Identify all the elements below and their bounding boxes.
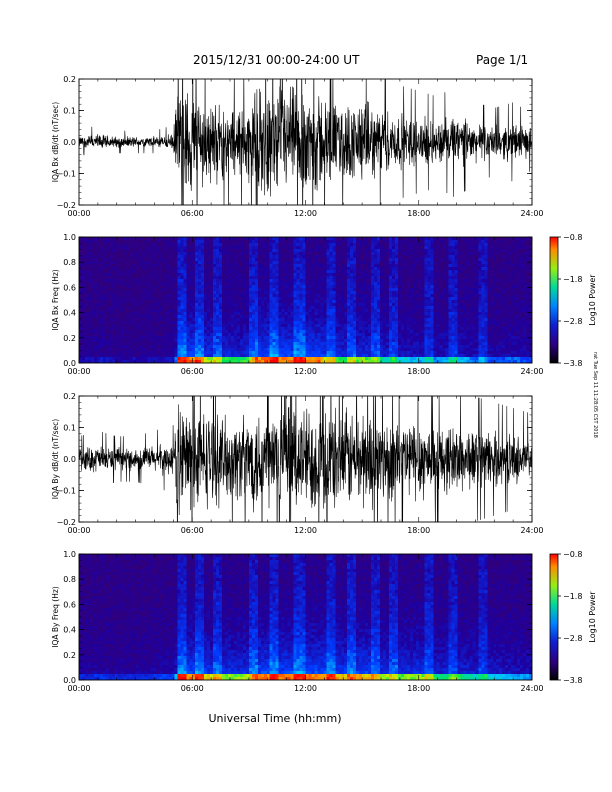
- panel2-ylabel: IQA Bx Freq (Hz): [51, 269, 60, 331]
- panel4-ylabel: IQA By Freq (Hz): [51, 586, 60, 648]
- panel4-ytick-label: 0.6: [63, 600, 76, 609]
- panel4-ytick-label: 0.4: [63, 626, 76, 635]
- panel1-ytick-label: 0.0: [63, 138, 76, 147]
- panel2-cb-tick-label: −0.8: [563, 233, 582, 242]
- panel2-colorbar: [549, 236, 559, 364]
- panel2-cb-tick-label: −1.8: [563, 275, 582, 284]
- panel3-xtick-label: 00:00: [67, 526, 90, 535]
- x-axis-title: Universal Time (hh:mm): [209, 712, 342, 725]
- panel2-cb-tick-label: −3.8: [563, 359, 582, 368]
- panel1-xtick-label: 00:00: [67, 209, 90, 218]
- panel3-ytick-label: 0.0: [63, 455, 76, 464]
- panel3-ytick-label: 0.2: [63, 392, 76, 401]
- panel1-ytick-label: −0.2: [57, 201, 76, 210]
- by-spectrogram-image: [79, 554, 532, 680]
- panel4-cb-label: Log10 Power: [588, 591, 597, 643]
- panel4-cb-tick-label: −1.8: [563, 592, 582, 601]
- panel2-xtick-label: 00:00: [67, 367, 90, 376]
- panel4-ytick-label: 0.0: [63, 676, 76, 685]
- panel4-cb-tick-label: −0.8: [563, 550, 582, 559]
- panel2-ytick-label: 0.2: [63, 334, 76, 343]
- panel3-trace: [79, 396, 532, 522]
- panel4-xtick-label: 18:00: [407, 684, 430, 693]
- panel2-xtick-label: 06:00: [181, 367, 204, 376]
- panel4-xtick-label: 00:00: [67, 684, 90, 693]
- panel1-xtick-label: 06:00: [181, 209, 204, 218]
- timestamp-note: rat Tue Sep 11 11:28:05 CST 2018: [592, 352, 598, 438]
- panel2-cb-label: Log10 Power: [588, 274, 597, 326]
- page-number: Page 1/1: [476, 53, 529, 67]
- panel4-xtick-label: 12:00: [294, 684, 317, 693]
- panel3-xtick-label: 18:00: [407, 526, 430, 535]
- panel3-ytick-label: −0.2: [57, 518, 76, 527]
- panel2-ytick-label: 1.0: [63, 233, 76, 242]
- panel4-ytick-label: 0.8: [63, 575, 76, 584]
- panel2-ytick-label: 0.0: [63, 359, 76, 368]
- panel2-ytick-label: 0.4: [63, 309, 76, 318]
- panel1-xtick-label: 18:00: [407, 209, 430, 218]
- panel3-ytick-label: −0.1: [57, 487, 76, 496]
- panel4-colorbar: [549, 553, 559, 681]
- panel1-ytick-label: 0.1: [63, 107, 76, 116]
- figure-title: 2015/12/31 00:00-24:00 UT: [193, 53, 360, 67]
- panel4-ytick-label: 1.0: [63, 550, 76, 559]
- panel4-xtick-label: 24:00: [520, 684, 543, 693]
- panel4-cb-tick-label: −2.8: [563, 634, 582, 643]
- panel1-ylabel: IQA Bx dB/dt (nT/sec): [51, 102, 60, 183]
- panel2-xtick-label: 12:00: [294, 367, 317, 376]
- panel1-trace: [79, 79, 532, 205]
- panel2-frame: [78, 236, 533, 364]
- panel3-ytick-label: 0.1: [63, 424, 76, 433]
- panel1-xtick-label: 24:00: [520, 209, 543, 218]
- panel3-xtick-label: 06:00: [181, 526, 204, 535]
- panel4-cb-tick-label: −3.8: [563, 676, 582, 685]
- panel1-ytick-label: 0.2: [63, 75, 76, 84]
- panel2-xtick-label: 18:00: [407, 367, 430, 376]
- panel1-ytick-label: −0.1: [57, 170, 76, 179]
- panel4-xtick-label: 06:00: [181, 684, 204, 693]
- panel4-frame: [78, 553, 533, 681]
- panel3-xtick-label: 12:00: [294, 526, 317, 535]
- panel4-ytick-label: 0.2: [63, 651, 76, 660]
- panel2-ytick-label: 0.8: [63, 258, 76, 267]
- panel3-xtick-label: 24:00: [520, 526, 543, 535]
- panel3-ylabel: IQA By dB/dt (nT/sec): [51, 419, 60, 500]
- panel1-xtick-label: 12:00: [294, 209, 317, 218]
- bx-spectrogram-image: [79, 237, 532, 363]
- panel2-xtick-label: 24:00: [520, 367, 543, 376]
- panel2-ytick-label: 0.6: [63, 283, 76, 292]
- panel2-cb-tick-label: −2.8: [563, 317, 582, 326]
